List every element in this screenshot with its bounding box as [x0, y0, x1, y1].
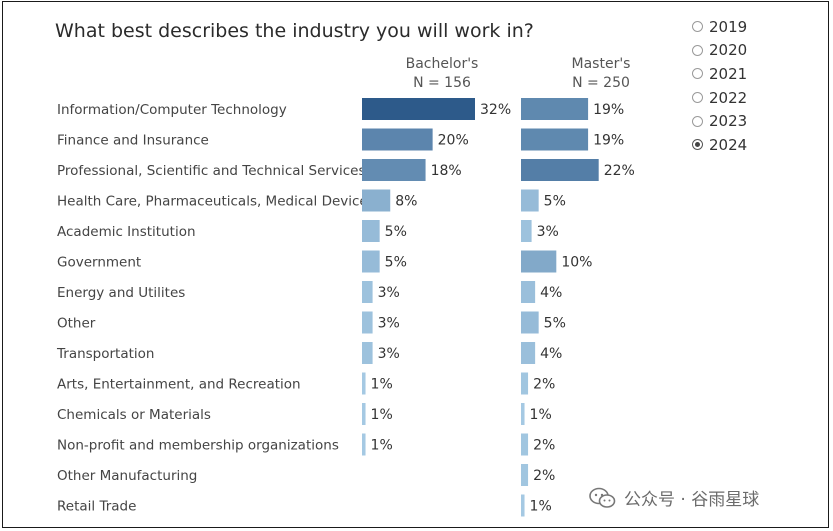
year-option-2019[interactable]: 2019 [692, 15, 747, 39]
bachelors-value-label: 18% [431, 163, 462, 179]
chart-title: What best describes the industry you wil… [55, 20, 534, 42]
bachelors-series-name: Bachelor's [405, 56, 479, 72]
masters-value-label: 2% [533, 468, 555, 484]
year-option-label: 2023 [709, 112, 748, 131]
radio-icon[interactable] [692, 68, 703, 80]
bachelors-value-label: 5% [385, 255, 407, 271]
bachelors-value-label: 1% [371, 438, 393, 454]
category-label: Arts, Entertainment, and Recreation [57, 377, 301, 393]
masters-bar [521, 250, 557, 273]
bachelors-value-label: 1% [371, 377, 393, 393]
category-label: Other Manufacturing [57, 468, 197, 484]
category-label: Non-profit and membership organizations [57, 438, 339, 454]
masters-bar [521, 464, 529, 486]
bachelors-bar [362, 98, 475, 120]
wechat-icon [589, 487, 616, 508]
year-option-2021[interactable]: 2021 [692, 62, 747, 86]
category-label: Government [57, 255, 141, 271]
watermark-text: 公众号 · 谷雨星球 [624, 490, 760, 510]
bachelors-bar [362, 281, 373, 303]
masters-column-header: Master's N = 250 [536, 55, 666, 93]
bachelors-value-label: 1% [371, 407, 393, 423]
bachelors-bar [362, 250, 380, 273]
masters-value-label: 3% [537, 224, 559, 240]
masters-value-label: 5% [544, 316, 566, 332]
masters-value-label: 1% [530, 407, 552, 423]
bachelors-value-label: 3% [378, 316, 400, 332]
bachelors-column-header: Bachelor's N = 156 [377, 55, 507, 93]
bachelors-sample-size: N = 156 [413, 75, 471, 91]
radio-icon[interactable] [692, 44, 703, 56]
bachelors-bar [362, 311, 373, 334]
watermark: 公众号 · 谷雨星球 [589, 485, 759, 510]
year-option-label: 2020 [709, 41, 748, 60]
bachelors-bar [362, 433, 366, 456]
masters-value-label: 2% [533, 377, 555, 393]
masters-value-label: 1% [530, 499, 552, 515]
masters-bar [521, 189, 539, 212]
year-option-2023[interactable]: 2023 [692, 109, 747, 133]
masters-value-label: 5% [544, 194, 566, 210]
category-label: Retail Trade [57, 499, 136, 515]
year-option-label: 2019 [709, 17, 748, 36]
bachelors-value-label: 5% [385, 224, 407, 240]
radio-icon[interactable] [692, 21, 703, 33]
radio-icon[interactable] [692, 92, 703, 104]
year-option-2022[interactable]: 2022 [692, 86, 747, 110]
category-label: Professional, Scientific and Technical S… [57, 163, 396, 179]
bachelors-value-label: 8% [395, 194, 417, 210]
bachelors-bar [362, 128, 433, 151]
masters-bar [521, 403, 525, 425]
year-filter: 2019 2020 2021 2022 2023 2024 [692, 15, 747, 157]
bachelors-value-label: 20% [438, 133, 469, 149]
masters-series-name: Master's [571, 56, 631, 72]
category-label: Chemicals or Materials [57, 407, 211, 423]
masters-bar [521, 128, 589, 151]
masters-value-label: 22% [604, 163, 635, 179]
year-option-label: 2021 [709, 64, 748, 83]
bachelors-value-label: 3% [378, 346, 400, 362]
year-option-2024[interactable]: 2024 [692, 133, 747, 157]
masters-value-label: 19% [593, 133, 624, 149]
bachelors-bar [362, 159, 426, 181]
category-label: Other [57, 316, 96, 332]
masters-value-label: 10% [561, 255, 592, 271]
year-option-label: 2024 [709, 135, 748, 154]
masters-bar [521, 281, 536, 303]
masters-bar [521, 159, 599, 181]
category-label: Energy and Utilites [57, 285, 185, 301]
bachelors-value-label: 3% [378, 285, 400, 301]
category-label: Health Care, Pharmaceuticals, Medical De… [57, 194, 375, 210]
bachelors-bar [362, 403, 366, 425]
year-option-label: 2022 [709, 88, 748, 107]
bachelors-bar [362, 342, 373, 364]
masters-bar [521, 372, 529, 395]
bachelors-value-label: 32% [480, 102, 511, 118]
masters-bar [521, 433, 529, 456]
masters-bar [521, 342, 536, 364]
bachelors-bar [362, 220, 380, 242]
category-label: Finance and Insurance [57, 133, 209, 149]
category-label: Information/Computer Technology [57, 102, 287, 118]
masters-bar [521, 311, 539, 334]
masters-bar [521, 494, 525, 517]
masters-bar [521, 220, 532, 242]
category-label: Transportation [56, 346, 154, 362]
category-label: Academic Institution [57, 224, 196, 240]
bachelors-bar [362, 372, 366, 395]
masters-sample-size: N = 250 [572, 75, 630, 91]
masters-value-label: 2% [533, 438, 555, 454]
masters-value-label: 19% [593, 102, 624, 118]
bachelors-bar [362, 189, 391, 212]
masters-bar [521, 98, 589, 120]
masters-value-label: 4% [540, 346, 562, 362]
radio-icon[interactable] [692, 139, 703, 151]
masters-value-label: 4% [540, 285, 562, 301]
year-option-2020[interactable]: 2020 [692, 39, 747, 63]
radio-icon[interactable] [692, 115, 703, 127]
